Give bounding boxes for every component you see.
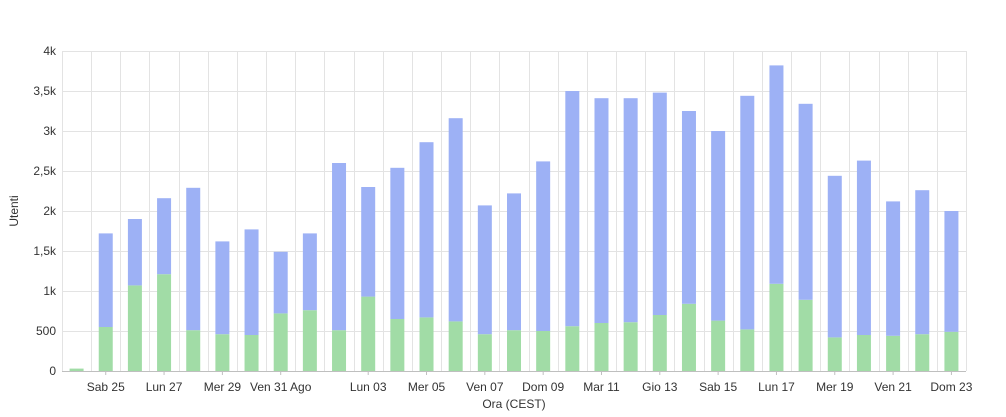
- bar-segment: [623, 322, 638, 371]
- x-tick-label: Mar 11: [583, 380, 620, 394]
- bar-segment: [127, 219, 142, 286]
- bar-segment: [390, 167, 405, 319]
- bar-segment: [681, 111, 696, 304]
- bar-segment: [98, 233, 113, 327]
- bar-segment: [507, 330, 521, 371]
- bar-segment: [69, 368, 84, 371]
- bar-segment: [361, 296, 376, 371]
- bars: [69, 65, 959, 371]
- bar-segment: [215, 241, 230, 335]
- bar-segment: [740, 329, 755, 371]
- bar-segment: [186, 187, 201, 331]
- x-tick-label: Mer 05: [408, 380, 446, 394]
- x-tick-label: Lun 03: [350, 380, 387, 394]
- bar-segment: [302, 310, 317, 371]
- bar-segment: [361, 187, 376, 297]
- bar-segment: [798, 299, 813, 371]
- bar-segment: [273, 313, 288, 371]
- bar-segment: [856, 160, 871, 335]
- bar-segment: [594, 323, 609, 371]
- bar-segment: [477, 205, 492, 335]
- y-tick-label: 4k: [43, 44, 57, 58]
- grid-lines: [62, 51, 967, 372]
- bar-segment: [332, 163, 347, 331]
- bar-segment: [827, 337, 842, 371]
- bar-segment: [944, 211, 959, 332]
- bar-segment: [157, 198, 172, 275]
- y-tick-label: 2k: [43, 204, 57, 218]
- bar-segment: [244, 335, 259, 371]
- bar-segment: [273, 251, 288, 314]
- y-tick-label: 2,5k: [33, 164, 57, 178]
- x-tick-label: Ven 07: [466, 380, 504, 394]
- x-tick-label: Ven 31 Ago: [250, 380, 312, 394]
- bar-segment: [565, 91, 580, 327]
- bar-segment: [915, 334, 930, 371]
- bar-segment: [652, 92, 667, 315]
- bar-segment: [477, 334, 492, 371]
- bar-segment: [769, 283, 784, 371]
- bar-segment: [390, 319, 405, 371]
- x-tick-label: Dom 23: [930, 380, 972, 394]
- bar-segment: [711, 131, 726, 321]
- bar-segment: [215, 334, 230, 371]
- bar-segment: [127, 285, 142, 371]
- y-tick-label: 3k: [43, 124, 57, 138]
- bar-segment: [302, 233, 317, 311]
- bar-segment: [798, 103, 813, 300]
- y-axis-title: Utenti: [7, 195, 21, 226]
- bar-segment: [769, 65, 784, 284]
- bar-segment: [856, 335, 871, 371]
- bar-segment: [186, 330, 201, 371]
- bar-segment: [448, 118, 463, 322]
- x-tick-label: Sab 15: [699, 380, 737, 394]
- bar-segment: [915, 190, 930, 335]
- bar-segment: [652, 315, 667, 371]
- x-tick-label: Lun 27: [146, 380, 183, 394]
- bar-segment: [536, 161, 551, 331]
- bar-segment: [244, 229, 259, 335]
- y-tick-label: 0: [49, 364, 56, 378]
- y-tick-label: 500: [36, 324, 56, 338]
- bar-segment: [419, 317, 434, 371]
- bar-segment: [827, 175, 842, 338]
- y-tick-label: 1k: [43, 284, 57, 298]
- bar-segment: [332, 330, 347, 371]
- bar-segment: [681, 303, 696, 371]
- bar-segment: [98, 327, 113, 371]
- bar-segment: [536, 331, 551, 371]
- bar-segment: [594, 98, 609, 323]
- x-tick-label: Gio 13: [642, 380, 678, 394]
- x-tick-label: Lun 17: [758, 380, 795, 394]
- bar-segment: [507, 193, 521, 331]
- bar-segment: [740, 95, 755, 330]
- bar-segment: [886, 201, 901, 336]
- x-axis-tick-labels: Sab 25 Lun 27 Mer 29 Ven 31 Ago Lun 03 Mer 05…: [87, 371, 973, 394]
- x-tick-label: Ven 21: [874, 380, 912, 394]
- y-tick-label: 3,5k: [33, 84, 57, 98]
- bar-segment: [565, 326, 580, 371]
- x-tick-label: Mer 19: [816, 380, 854, 394]
- bar-segment: [623, 98, 638, 323]
- bar-segment: [419, 142, 434, 318]
- x-tick-label: Mer 29: [204, 380, 242, 394]
- bar-segment: [886, 335, 901, 371]
- y-axis-tick-labels: 0 500 1k 1,5k 2k 2,5k 3k 3,5k 4k: [33, 44, 57, 378]
- y-tick-label: 1,5k: [33, 244, 57, 258]
- x-tick-label: Dom 09: [522, 380, 564, 394]
- bar-segment: [711, 320, 726, 371]
- bar-segment: [157, 274, 172, 371]
- x-axis-title: Ora (CEST): [482, 397, 545, 411]
- bar-segment: [448, 321, 463, 371]
- bar-segment: [944, 331, 959, 371]
- x-tick-label: Sab 25: [87, 380, 125, 394]
